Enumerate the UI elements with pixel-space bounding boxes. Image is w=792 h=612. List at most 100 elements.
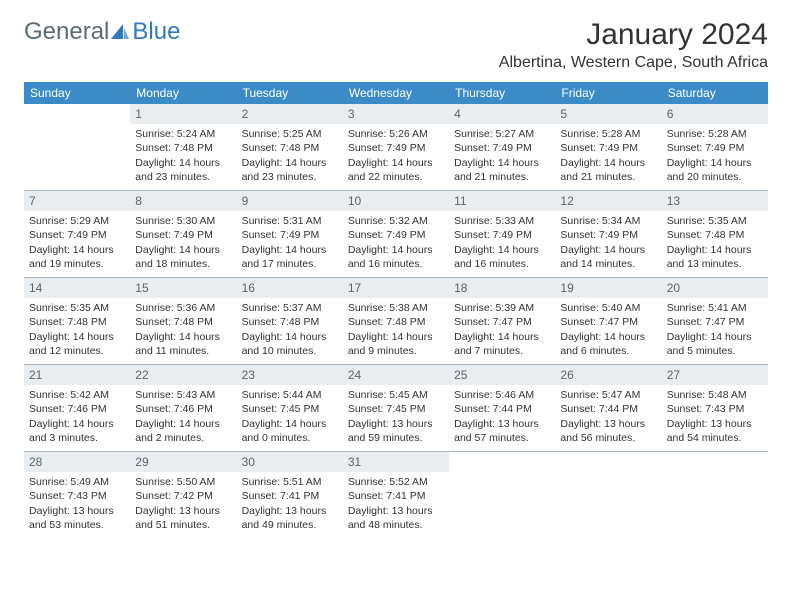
sunset-text: Sunset: 7:47 PM: [454, 315, 550, 329]
logo-text-blue: Blue: [132, 18, 180, 46]
day-number: 9: [237, 191, 343, 211]
day-cell: 31Sunrise: 5:52 AMSunset: 7:41 PMDayligh…: [343, 452, 449, 538]
sunset-text: Sunset: 7:48 PM: [242, 315, 338, 329]
day-number: 7: [24, 191, 130, 211]
sunset-text: Sunset: 7:49 PM: [135, 228, 231, 242]
month-title: January 2024: [499, 18, 768, 52]
daylight-text: Daylight: 14 hours and 10 minutes.: [242, 330, 338, 358]
sunrise-text: Sunrise: 5:41 AM: [667, 301, 763, 315]
day-cell: 11Sunrise: 5:33 AMSunset: 7:49 PMDayligh…: [449, 191, 555, 277]
sunrise-text: Sunrise: 5:35 AM: [29, 301, 125, 315]
sunrise-text: Sunrise: 5:35 AM: [667, 214, 763, 228]
day-header-row: Sunday Monday Tuesday Wednesday Thursday…: [24, 82, 768, 104]
day-cell: 16Sunrise: 5:37 AMSunset: 7:48 PMDayligh…: [237, 278, 343, 364]
sunrise-text: Sunrise: 5:26 AM: [348, 127, 444, 141]
daylight-text: Daylight: 14 hours and 19 minutes.: [29, 243, 125, 271]
day-number: 28: [24, 452, 130, 472]
sunrise-text: Sunrise: 5:33 AM: [454, 214, 550, 228]
daylight-text: Daylight: 14 hours and 11 minutes.: [135, 330, 231, 358]
day-cell: 6Sunrise: 5:28 AMSunset: 7:49 PMDaylight…: [662, 104, 768, 190]
sunrise-text: Sunrise: 5:51 AM: [242, 475, 338, 489]
day-header-wed: Wednesday: [343, 82, 449, 104]
daylight-text: Daylight: 14 hours and 13 minutes.: [667, 243, 763, 271]
day-cell: 15Sunrise: 5:36 AMSunset: 7:48 PMDayligh…: [130, 278, 236, 364]
sunrise-text: Sunrise: 5:50 AM: [135, 475, 231, 489]
day-cell: 25Sunrise: 5:46 AMSunset: 7:44 PMDayligh…: [449, 365, 555, 451]
daylight-text: Daylight: 13 hours and 59 minutes.: [348, 417, 444, 445]
day-header-tue: Tuesday: [237, 82, 343, 104]
sunrise-text: Sunrise: 5:39 AM: [454, 301, 550, 315]
sunrise-text: Sunrise: 5:38 AM: [348, 301, 444, 315]
sunrise-text: Sunrise: 5:49 AM: [29, 475, 125, 489]
sunrise-text: Sunrise: 5:28 AM: [560, 127, 656, 141]
day-cell: 22Sunrise: 5:43 AMSunset: 7:46 PMDayligh…: [130, 365, 236, 451]
sunset-text: Sunset: 7:45 PM: [242, 402, 338, 416]
daylight-text: Daylight: 14 hours and 12 minutes.: [29, 330, 125, 358]
day-cell: 3Sunrise: 5:26 AMSunset: 7:49 PMDaylight…: [343, 104, 449, 190]
day-cell: 8Sunrise: 5:30 AMSunset: 7:49 PMDaylight…: [130, 191, 236, 277]
daylight-text: Daylight: 14 hours and 17 minutes.: [242, 243, 338, 271]
day-cell: 19Sunrise: 5:40 AMSunset: 7:47 PMDayligh…: [555, 278, 661, 364]
day-cell: 12Sunrise: 5:34 AMSunset: 7:49 PMDayligh…: [555, 191, 661, 277]
day-number: 8: [130, 191, 236, 211]
calendar: Sunday Monday Tuesday Wednesday Thursday…: [24, 82, 768, 538]
day-number: 22: [130, 365, 236, 385]
day-cell: 10Sunrise: 5:32 AMSunset: 7:49 PMDayligh…: [343, 191, 449, 277]
sunrise-text: Sunrise: 5:27 AM: [454, 127, 550, 141]
day-number: 1: [130, 104, 236, 124]
sunset-text: Sunset: 7:47 PM: [667, 315, 763, 329]
sunset-text: Sunset: 7:41 PM: [242, 489, 338, 503]
day-number: 14: [24, 278, 130, 298]
daylight-text: Daylight: 14 hours and 5 minutes.: [667, 330, 763, 358]
week-row: 7Sunrise: 5:29 AMSunset: 7:49 PMDaylight…: [24, 191, 768, 278]
day-number: 27: [662, 365, 768, 385]
sunrise-text: Sunrise: 5:43 AM: [135, 388, 231, 402]
daylight-text: Daylight: 14 hours and 3 minutes.: [29, 417, 125, 445]
daylight-text: Daylight: 13 hours and 51 minutes.: [135, 504, 231, 532]
day-number: 30: [237, 452, 343, 472]
day-cell: [449, 452, 555, 538]
daylight-text: Daylight: 14 hours and 9 minutes.: [348, 330, 444, 358]
day-number: 3: [343, 104, 449, 124]
week-row: 21Sunrise: 5:42 AMSunset: 7:46 PMDayligh…: [24, 365, 768, 452]
daylight-text: Daylight: 14 hours and 7 minutes.: [454, 330, 550, 358]
sunset-text: Sunset: 7:49 PM: [454, 141, 550, 155]
day-number: 26: [555, 365, 661, 385]
sunrise-text: Sunrise: 5:25 AM: [242, 127, 338, 141]
daylight-text: Daylight: 13 hours and 49 minutes.: [242, 504, 338, 532]
day-number: 24: [343, 365, 449, 385]
sunrise-text: Sunrise: 5:30 AM: [135, 214, 231, 228]
daylight-text: Daylight: 14 hours and 20 minutes.: [667, 156, 763, 184]
daylight-text: Daylight: 14 hours and 0 minutes.: [242, 417, 338, 445]
daylight-text: Daylight: 14 hours and 2 minutes.: [135, 417, 231, 445]
sunrise-text: Sunrise: 5:46 AM: [454, 388, 550, 402]
day-cell: 4Sunrise: 5:27 AMSunset: 7:49 PMDaylight…: [449, 104, 555, 190]
day-cell: 24Sunrise: 5:45 AMSunset: 7:45 PMDayligh…: [343, 365, 449, 451]
sunset-text: Sunset: 7:41 PM: [348, 489, 444, 503]
sunset-text: Sunset: 7:48 PM: [135, 315, 231, 329]
sunrise-text: Sunrise: 5:37 AM: [242, 301, 338, 315]
day-cell: 29Sunrise: 5:50 AMSunset: 7:42 PMDayligh…: [130, 452, 236, 538]
day-cell: 2Sunrise: 5:25 AMSunset: 7:48 PMDaylight…: [237, 104, 343, 190]
daylight-text: Daylight: 13 hours and 57 minutes.: [454, 417, 550, 445]
title-block: January 2024 Albertina, Western Cape, So…: [499, 18, 768, 72]
day-cell: 28Sunrise: 5:49 AMSunset: 7:43 PMDayligh…: [24, 452, 130, 538]
location: Albertina, Western Cape, South Africa: [499, 54, 768, 72]
day-header-thu: Thursday: [449, 82, 555, 104]
day-number: 4: [449, 104, 555, 124]
sunrise-text: Sunrise: 5:40 AM: [560, 301, 656, 315]
day-cell: [662, 452, 768, 538]
daylight-text: Daylight: 14 hours and 6 minutes.: [560, 330, 656, 358]
day-cell: 26Sunrise: 5:47 AMSunset: 7:44 PMDayligh…: [555, 365, 661, 451]
daylight-text: Daylight: 14 hours and 16 minutes.: [454, 243, 550, 271]
daylight-text: Daylight: 14 hours and 14 minutes.: [560, 243, 656, 271]
day-cell: 14Sunrise: 5:35 AMSunset: 7:48 PMDayligh…: [24, 278, 130, 364]
sunset-text: Sunset: 7:49 PM: [348, 228, 444, 242]
header: General Blue January 2024 Albertina, Wes…: [24, 18, 768, 72]
day-number: 19: [555, 278, 661, 298]
day-number: 5: [555, 104, 661, 124]
sunrise-text: Sunrise: 5:45 AM: [348, 388, 444, 402]
sunrise-text: Sunrise: 5:34 AM: [560, 214, 656, 228]
day-cell: [555, 452, 661, 538]
sail-icon: [110, 20, 130, 48]
